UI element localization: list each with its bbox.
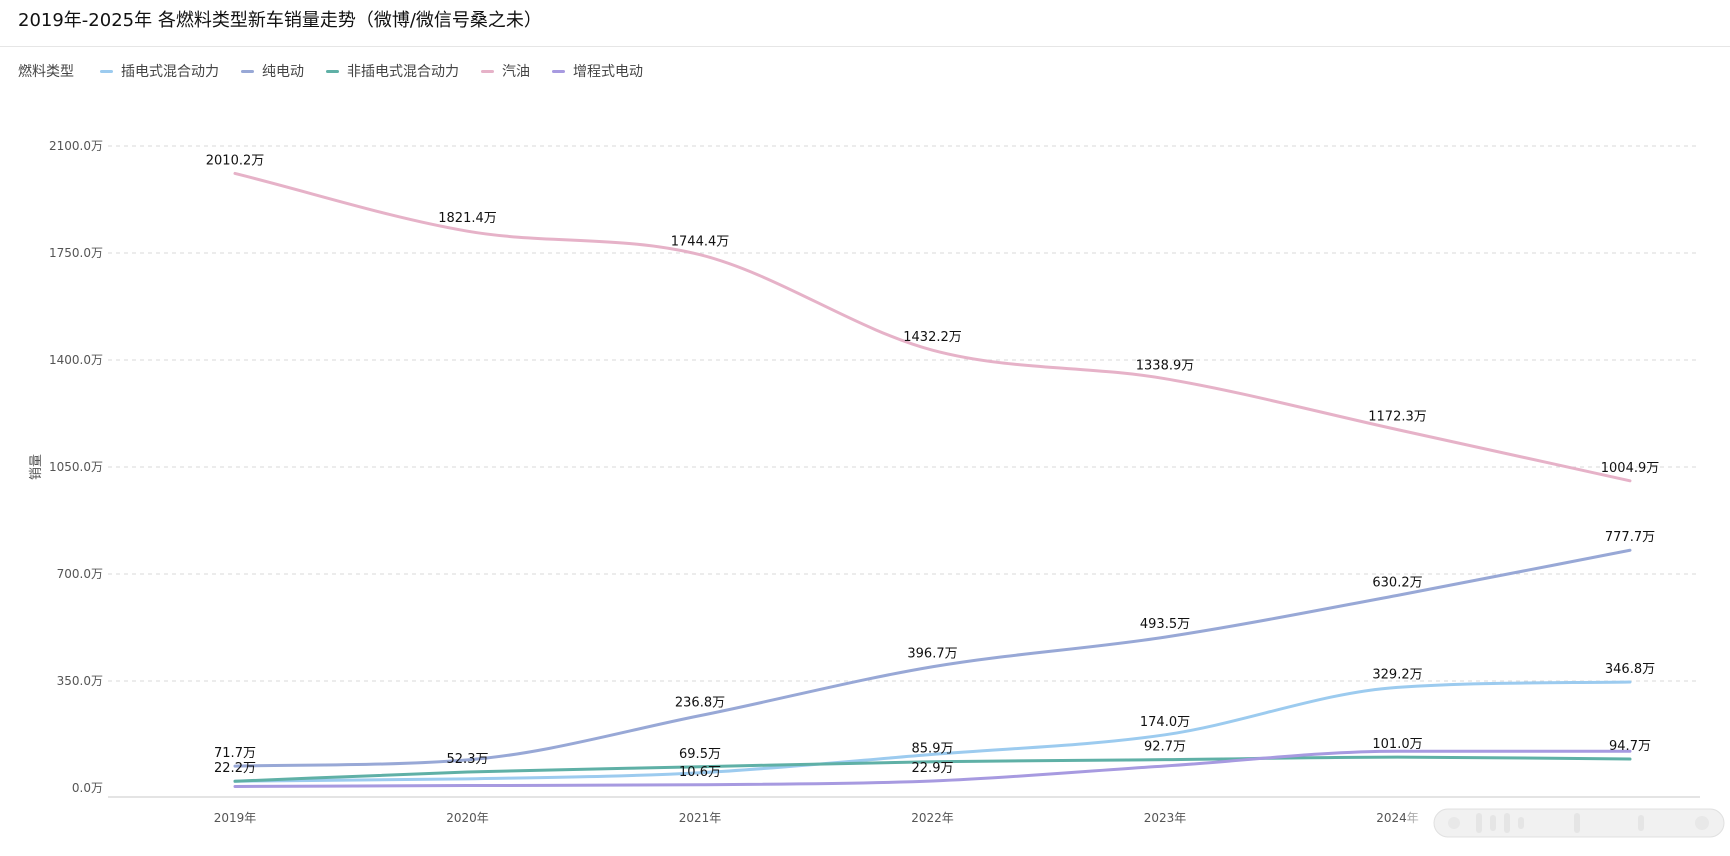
legend-label-1: 纯电动 — [262, 64, 304, 80]
x-tick-label-2: 2021年 — [679, 811, 722, 825]
legend-items: 插电式混合动力 纯电动 非插电式混合动力 汽油 增程式电动 — [100, 61, 665, 81]
series-3-point-0 — [233, 171, 237, 175]
series-4-point-4 — [1163, 764, 1167, 768]
series-2-point-4 — [1163, 758, 1167, 762]
series-line-1 — [233, 548, 1632, 768]
series-0-data-label-6: 346.8万 — [1605, 662, 1655, 677]
series-2-point-0 — [233, 779, 237, 783]
legend-title: 燃料类型 — [18, 64, 74, 80]
series-line-0 — [233, 680, 1632, 783]
series-2-data-label-4: 92.7万 — [1144, 740, 1186, 755]
legend-swatch-4 — [552, 69, 565, 73]
series-4-data-label-3: 22.9万 — [912, 761, 954, 776]
legend-label-0: 插电式混合动力 — [121, 64, 219, 80]
legend-item-0[interactable]: 插电式混合动力 — [100, 61, 219, 81]
series-4-point-1 — [466, 784, 470, 788]
legend-swatch-2 — [326, 69, 339, 73]
series-1-data-label-3: 396.7万 — [907, 647, 957, 662]
series-line-4 — [233, 749, 1632, 788]
series-3-point-5 — [1396, 428, 1400, 432]
series-3-point-4 — [1163, 377, 1167, 381]
image-overlay — [1406, 803, 1730, 843]
series-4-point-0 — [233, 784, 237, 788]
series-4-point-3 — [931, 779, 935, 783]
series-0-data-label-0: 22.2万 — [214, 761, 256, 776]
series-0-data-label-4: 174.0万 — [1140, 715, 1190, 730]
y-tick-label-2: 700.0万 — [57, 567, 103, 581]
series-0-data-label-5: 329.2万 — [1372, 667, 1422, 682]
y-tick-label-0: 0.0万 — [72, 781, 103, 795]
overlay-end-icon — [1695, 816, 1709, 830]
series-1-data-label-6: 777.7万 — [1605, 530, 1655, 545]
series-2-point-1 — [466, 770, 470, 774]
series-3-point-3 — [931, 348, 935, 352]
series-line-2 — [233, 755, 1632, 783]
series-1-point-5 — [1396, 593, 1400, 597]
series-3-data-label-0: 2010.2万 — [206, 153, 265, 168]
x-tick-label-1: 2020年 — [446, 811, 489, 825]
series-0-point-4 — [1163, 733, 1167, 737]
series-2-data-label-1: 52.3万 — [447, 752, 489, 767]
series-1-point-6 — [1628, 548, 1632, 552]
x-tick-label-0: 2019年 — [214, 811, 257, 825]
series-3-data-label-4: 1338.9万 — [1136, 359, 1195, 374]
series-0-point-6 — [1628, 680, 1632, 684]
y-axis-title: 销量 — [29, 454, 44, 480]
series-1-point-3 — [931, 665, 935, 669]
series-3-data-label-5: 1172.3万 — [1368, 410, 1427, 425]
series-0-point-5 — [1396, 685, 1400, 689]
legend-item-4[interactable]: 增程式电动 — [552, 61, 643, 81]
series-3-point-6 — [1628, 479, 1632, 483]
y-tick-label-5: 1750.0万 — [49, 246, 103, 260]
series-3-data-label-3: 1432.2万 — [903, 330, 962, 345]
legend-label-2: 非插电式混合动力 — [347, 64, 459, 80]
series-2-data-label-5: 101.0万 — [1372, 737, 1422, 752]
series-3-point-2 — [698, 253, 702, 257]
x-tick-label-4: 2023年 — [1144, 811, 1187, 825]
legend-label-4: 增程式电动 — [573, 64, 643, 80]
series-2-point-6 — [1628, 757, 1632, 761]
series-1-data-label-2: 236.8万 — [675, 696, 725, 711]
series-1-point-4 — [1163, 635, 1167, 639]
series-4-point-2 — [698, 783, 702, 787]
legend-item-3[interactable]: 汽油 — [481, 61, 530, 81]
overlay-dot-icon — [1448, 817, 1460, 829]
series-line-3 — [233, 171, 1632, 483]
x-tick-label-3: 2022年 — [911, 811, 954, 825]
y-tick-label-3: 1050.0万 — [49, 460, 103, 474]
series-3-point-1 — [466, 229, 470, 233]
series-0-point-1 — [466, 777, 470, 781]
series-1-data-label-4: 493.5万 — [1140, 617, 1190, 632]
y-tick-label-6: 2100.0万 — [49, 139, 103, 153]
title-divider — [0, 46, 1730, 47]
series-2-data-label-3: 85.9万 — [912, 742, 954, 757]
y-tick-label-1: 350.0万 — [57, 674, 103, 688]
series-3-data-label-2: 1744.4万 — [671, 235, 730, 250]
series-3-data-label-1: 1821.4万 — [438, 211, 497, 226]
legend-item-1[interactable]: 纯电动 — [241, 61, 304, 81]
series-1-point-2 — [698, 714, 702, 718]
series-2-data-label-2: 69.5万 — [679, 747, 721, 762]
legend-swatch-0 — [100, 69, 113, 73]
series-3-data-label-6: 1004.9万 — [1601, 461, 1660, 476]
series-1-data-label-0: 71.7万 — [214, 746, 256, 761]
y-tick-label-4: 1400.0万 — [49, 353, 103, 367]
legend: 燃料类型 插电式混合动力 纯电动 非插电式混合动力 汽油 增程式电动 — [18, 60, 665, 82]
legend-label-3: 汽油 — [502, 64, 530, 80]
series-1-data-label-5: 630.2万 — [1372, 575, 1422, 590]
legend-swatch-3 — [481, 69, 494, 73]
legend-swatch-1 — [241, 69, 254, 73]
series-2-point-5 — [1396, 755, 1400, 759]
legend-item-2[interactable]: 非插电式混合动力 — [326, 61, 459, 81]
series-4-data-label-2: 10.6万 — [679, 765, 721, 780]
series-2-data-label-6: 94.7万 — [1609, 739, 1651, 754]
chart-title: 2019年-2025年 各燃料类型新车销量走势（微博/微信号桑之未） — [18, 10, 542, 31]
